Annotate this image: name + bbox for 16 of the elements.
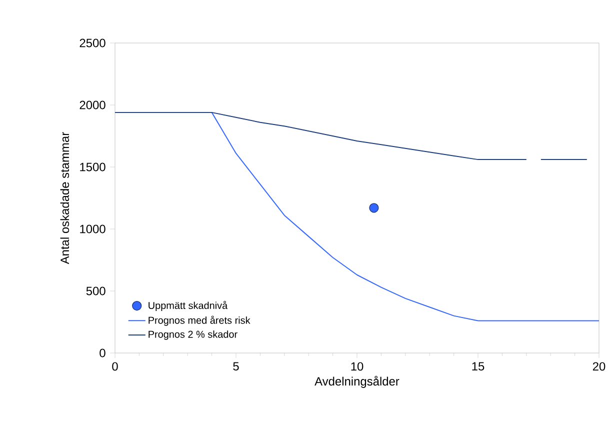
y-tick-label: 1000 <box>80 224 106 234</box>
legend-label: Prognos 2 % skador <box>148 330 238 340</box>
legend-label: Uppmätt skadnivå <box>148 300 228 311</box>
x-axis-title: Avdelningsålder <box>314 376 400 388</box>
y-axis-title: Antal oskadade stammar <box>60 132 70 264</box>
y-tick-label: 500 <box>86 286 106 296</box>
x-tick-label: 20 <box>592 362 606 371</box>
x-tick-label: 5 <box>233 362 239 371</box>
x-tick-label: 15 <box>472 362 484 371</box>
x-tick-label: 10 <box>351 362 364 371</box>
y-tick-label: 2500 <box>80 38 106 48</box>
y-tick-label: 0 <box>100 348 106 358</box>
y-tick-label: 2000 <box>80 100 106 110</box>
x-tick-label: 0 <box>112 362 118 371</box>
y-tick-label: 1500 <box>80 162 106 172</box>
legend-label: Prognos med årets risk <box>148 316 250 326</box>
